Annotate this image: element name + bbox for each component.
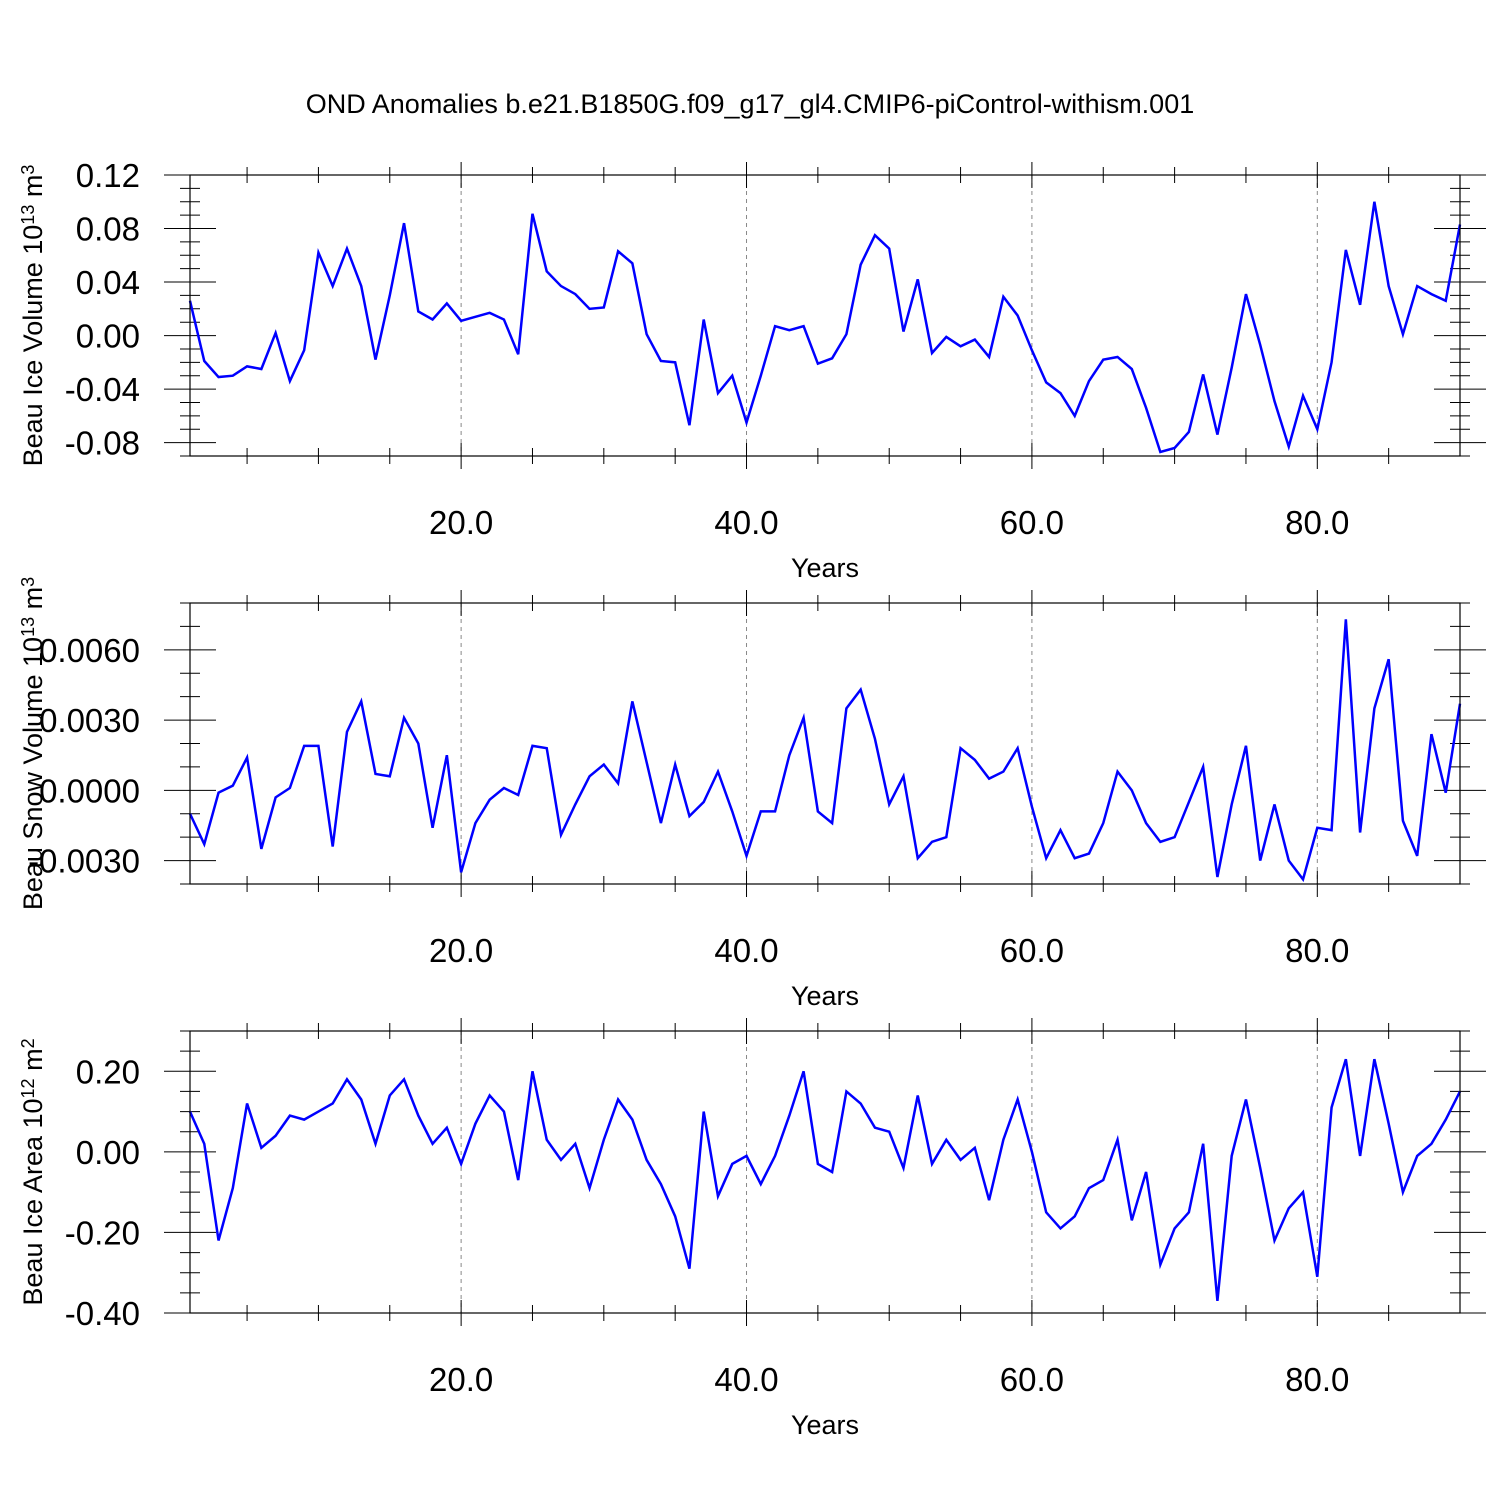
x-tick-label: 40.0 <box>714 1361 778 1398</box>
y-tick-label: 0.12 <box>76 157 140 194</box>
y-tick-label: 0.00 <box>76 318 140 355</box>
x-tick-label: 60.0 <box>1000 504 1064 541</box>
y-tick-label: 0.00 <box>76 1134 140 1171</box>
x-tick-label: 80.0 <box>1285 932 1349 969</box>
y-tick-label: -0.08 <box>65 425 140 462</box>
x-axis-label: Years <box>791 553 859 583</box>
y-tick-label: -0.40 <box>65 1295 140 1332</box>
y-tick-label: 0.0000 <box>39 772 140 809</box>
y-tick-label: 0.04 <box>76 264 140 301</box>
y-tick-label: -0.20 <box>65 1214 140 1251</box>
plot-frame <box>189 1030 1461 1314</box>
x-tick-label: 20.0 <box>429 932 493 969</box>
x-axis-label: Years <box>791 981 859 1011</box>
y-tick-label: -0.0030 <box>28 843 140 880</box>
figure-title: OND Anomalies b.e21.B1850G.f09_g17_gl4.C… <box>306 89 1194 119</box>
series-line-ice-area <box>188 1058 1462 1302</box>
panel-snow-volume: 20.0 40.0 60.0 80.0 -0.0030 0.0000 0.0030 0.006… <box>18 577 1486 1011</box>
x-tick-label: 20.0 <box>429 1361 493 1398</box>
panel-ice-area: 20.0 40.0 60.0 80.0 -0.40 -0.20 0.00 0.20 Years B… <box>18 1018 1486 1440</box>
panel-ice-volume: 20.0 40.0 60.0 80.0 -0.08 -0.04 0.00 0.04 0.08 0.… <box>18 157 1486 583</box>
x-tick-label: 40.0 <box>714 504 778 541</box>
x-axis-label: Years <box>791 1410 859 1440</box>
x-tick-label: 80.0 <box>1285 1361 1349 1398</box>
y-tick-label: 0.08 <box>76 211 140 248</box>
x-tick-label: 60.0 <box>1000 932 1064 969</box>
y-axis-label: Beau Ice Volume 1013 m3 <box>18 165 48 467</box>
x-tick-label: 40.0 <box>714 932 778 969</box>
series-line-snow-volume <box>188 619 1462 883</box>
y-tick-label: 0.0030 <box>39 702 140 739</box>
y-tick-label: 0.20 <box>76 1053 140 1090</box>
y-axis-label: Beau Snow Volume 1013 m3 <box>18 577 48 910</box>
y-tick-label: 0.0060 <box>39 632 140 669</box>
x-tick-label: 80.0 <box>1285 504 1349 541</box>
y-tick-label: -0.04 <box>65 371 140 408</box>
x-tick-label: 20.0 <box>429 504 493 541</box>
x-tick-label: 60.0 <box>1000 1361 1064 1398</box>
plot-frame <box>189 602 1461 885</box>
y-axis-label: Beau Ice Area 1012 m2 <box>18 1038 48 1305</box>
plot-frame <box>189 174 1461 457</box>
series-line-ice-volume <box>188 201 1462 454</box>
